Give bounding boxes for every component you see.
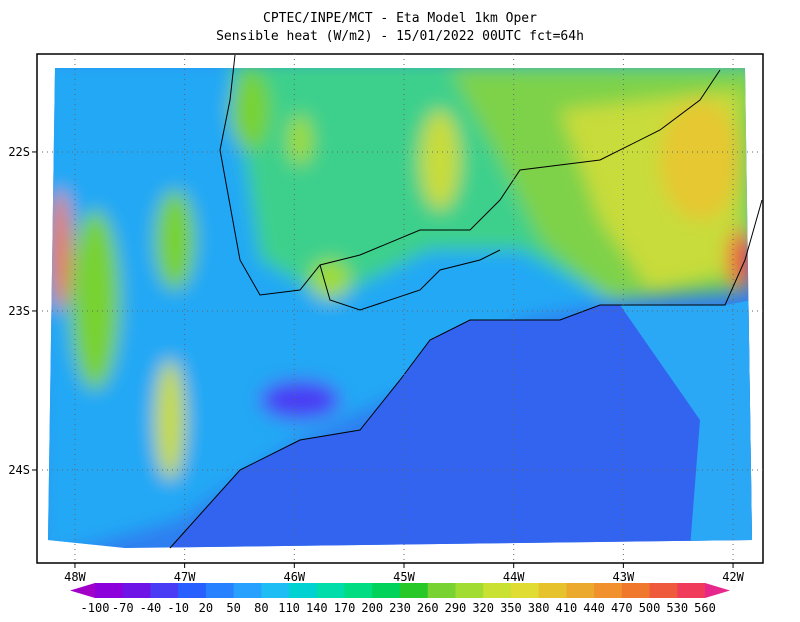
x-tick-label: 42W	[722, 570, 744, 584]
colorbar-end	[70, 583, 95, 598]
colorbar-label: 110	[278, 601, 300, 615]
colorbar-segment	[233, 583, 262, 598]
colorbar-label: -40	[140, 601, 162, 615]
colorbar-segment	[316, 583, 346, 598]
colorbar-label: 290	[445, 601, 467, 615]
colorbar-label: 410	[556, 601, 578, 615]
colorbar-segment	[122, 583, 151, 598]
y-tick-label: 23S	[8, 304, 30, 318]
colorbar-segment	[289, 583, 318, 598]
colorbar: -100 -70 -40 -10 20 50 80 110 140 170 200 230 260 290…	[70, 583, 730, 615]
colorbar-label: 140	[306, 601, 328, 615]
colorbar-segment	[621, 583, 651, 598]
title: CPTEC/INPE/MCT - Eta Model 1km Oper	[263, 11, 537, 26]
x-tick-label: 44W	[503, 570, 525, 584]
colorbar-label: 470	[611, 601, 633, 615]
colorbar-segment	[150, 583, 179, 598]
colorbar-label: 230	[389, 601, 411, 615]
colorbar-label: 530	[666, 601, 688, 615]
x-tick-label: 45W	[393, 570, 415, 584]
colorbar-label: 50	[226, 601, 240, 615]
colorbar-segment	[261, 583, 290, 598]
colorbar-segment	[677, 583, 706, 598]
subtitle: Sensible heat (W/m2) - 15/01/2022 00UTC …	[216, 29, 584, 44]
colorbar-segment	[372, 583, 401, 598]
y-tick-label: 22S	[8, 145, 30, 159]
colorbar-label: 350	[500, 601, 522, 615]
colorbar-label: 80	[254, 601, 268, 615]
ocean	[170, 300, 752, 548]
colorbar-label: 320	[472, 601, 494, 615]
ticks: 48W 47W 46W 45W 44W 43W 42W 22S 23S 24S	[8, 145, 744, 584]
state-border	[219, 54, 721, 296]
ocean-shelf	[620, 300, 752, 548]
grid	[37, 54, 763, 563]
coastline	[169, 199, 763, 549]
colorbar-label: 20	[199, 601, 213, 615]
colorbar-segment	[427, 583, 456, 598]
colorbar-segment	[510, 583, 540, 598]
colorbar-segment	[455, 583, 484, 598]
x-tick-label: 47W	[174, 570, 196, 584]
colorbar-label: -70	[112, 601, 134, 615]
x-tick-label: 43W	[613, 570, 635, 584]
colorbar-label: 170	[334, 601, 356, 615]
colorbar-label: 200	[361, 601, 383, 615]
x-tick-label: 46W	[283, 570, 305, 584]
colorbar-label: 440	[583, 601, 605, 615]
colorbar-segment	[538, 583, 567, 598]
colorbar-segment	[649, 583, 678, 598]
colorbar-label: 380	[528, 601, 550, 615]
colorbar-segment	[483, 583, 512, 598]
colorbar-end	[705, 583, 730, 598]
x-tick-label: 48W	[64, 570, 86, 584]
colorbar-label: 260	[417, 601, 439, 615]
colorbar-label: 560	[694, 601, 716, 615]
colorbar-segment	[400, 583, 429, 598]
colorbar-label: -100	[81, 601, 110, 615]
colorbar-label: 500	[639, 601, 661, 615]
boundaries	[169, 54, 763, 549]
colorbar-segment	[594, 583, 623, 598]
colorbar-segment	[178, 583, 207, 598]
state-border	[319, 249, 501, 311]
colorbar-label: -10	[167, 601, 189, 615]
colorbar-segment	[344, 583, 373, 598]
colorbar-segment	[95, 583, 124, 598]
y-tick-label: 24S	[8, 463, 30, 477]
colorbar-segment	[566, 583, 595, 598]
colorbar-segment	[205, 583, 235, 598]
field	[48, 68, 752, 548]
